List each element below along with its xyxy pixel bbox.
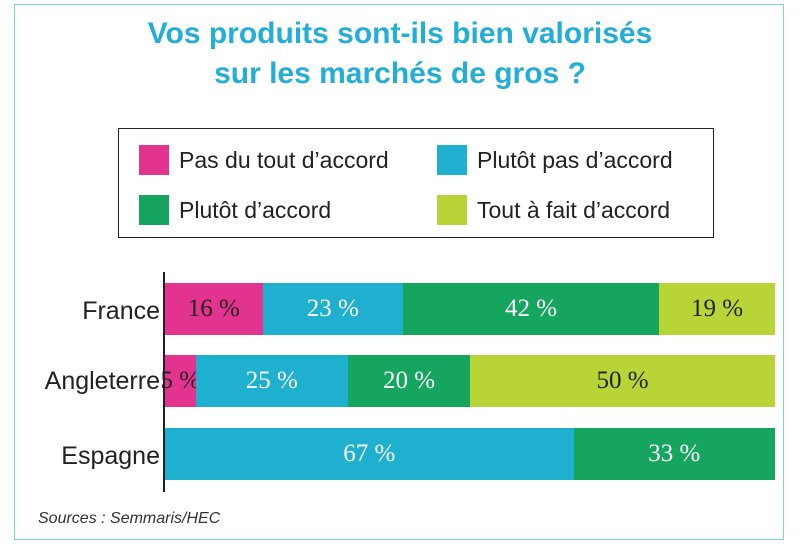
data-label-france-plutot-pas: 23 % <box>306 295 359 322</box>
chart-frame <box>14 4 784 540</box>
bar-angleterre-tout-a-fait <box>470 355 775 407</box>
legend-label-tout-a-fait: Tout à fait d’accord <box>477 197 671 223</box>
bar-angleterre-plutot-accord <box>348 355 470 407</box>
category-label-espagne: Espagne <box>61 442 160 470</box>
legend-swatch-plutot-pas <box>437 145 467 175</box>
bar-france-tout-a-fait <box>659 283 775 335</box>
legend-swatch-pas-du-tout <box>139 145 169 175</box>
chart-legend: Pas du tout d’accord Plutôt pas d’accord… <box>118 128 714 238</box>
bar-angleterre-plutot-pas <box>195 355 348 407</box>
bar-espagne-plutot-accord <box>573 428 775 480</box>
data-label-angleterre-plutot-accord: 20 % <box>382 367 436 394</box>
data-label-angleterre-tout-a-fait: 50 % <box>596 367 649 394</box>
legend-swatch-tout-a-fait <box>437 195 467 225</box>
data-label-angleterre-pas-du-tout: 5 % <box>160 367 201 394</box>
legend-label-plutot-pas: Plutôt pas d’accord <box>477 147 673 173</box>
bar-france-plutot-pas <box>262 283 403 335</box>
category-label-angleterre: Angleterre <box>44 367 160 395</box>
chart-title-line-2: sur les marchés de gros ? <box>214 57 586 90</box>
chart-title: Vos produits sont-ils bien valorisés sur… <box>0 14 800 94</box>
bar-angleterre-pas-du-tout <box>165 355 196 407</box>
chart-title-line-1: Vos produits sont-ils bien valorisés <box>147 17 653 50</box>
source-note: Sources : Semmaris/HEC <box>38 510 221 527</box>
legend-label-plutot-accord: Plutôt d’accord <box>179 197 332 223</box>
category-label-france: France <box>82 297 160 325</box>
data-label-espagne-plutot-accord: 33 % <box>648 440 701 467</box>
bar-espagne-plutot-pas <box>165 428 574 480</box>
category-axis <box>163 272 165 492</box>
legend-label-pas-du-tout: Pas du tout d’accord <box>179 147 389 173</box>
bar-france-pas-du-tout <box>165 283 263 335</box>
legend-swatch-plutot-accord <box>139 195 169 225</box>
data-label-angleterre-plutot-pas: 25 % <box>245 367 298 394</box>
data-label-espagne-plutot-pas: 67 % <box>343 440 396 467</box>
data-label-france-tout-a-fait: 19 % <box>691 295 744 322</box>
data-label-france-pas-du-tout: 16 % <box>187 295 240 322</box>
bar-france-plutot-accord <box>402 283 660 335</box>
data-label-france-plutot-accord: 42 % <box>504 295 558 322</box>
